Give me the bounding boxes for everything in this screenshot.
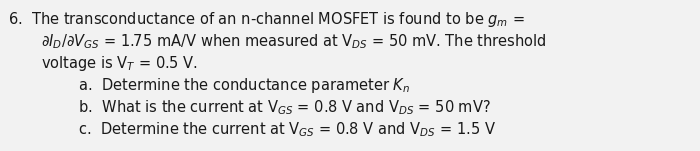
Text: c.  Determine the current at V$_{GS}$ = 0.8 V and V$_{DS}$ = 1.5 V: c. Determine the current at V$_{GS}$ = 0… xyxy=(60,120,496,139)
Text: voltage is V$_T$ = 0.5 V.: voltage is V$_T$ = 0.5 V. xyxy=(41,54,197,73)
Text: 6.  The transconductance of an n-channel MOSFET is found to be $g_m$ =: 6. The transconductance of an n-channel … xyxy=(8,10,525,29)
Text: b.  What is the current at V$_{GS}$ = 0.8 V and V$_{DS}$ = 50 mV?: b. What is the current at V$_{GS}$ = 0.8… xyxy=(60,98,491,117)
Text: $\partial I_D/\partial V_{GS}$ = 1.75 mA/V when measured at V$_{DS}$ = 50 mV. Th: $\partial I_D/\partial V_{GS}$ = 1.75 mA… xyxy=(41,32,546,51)
Text: a.  Determine the conductance parameter $K_n$: a. Determine the conductance parameter $… xyxy=(60,76,409,95)
